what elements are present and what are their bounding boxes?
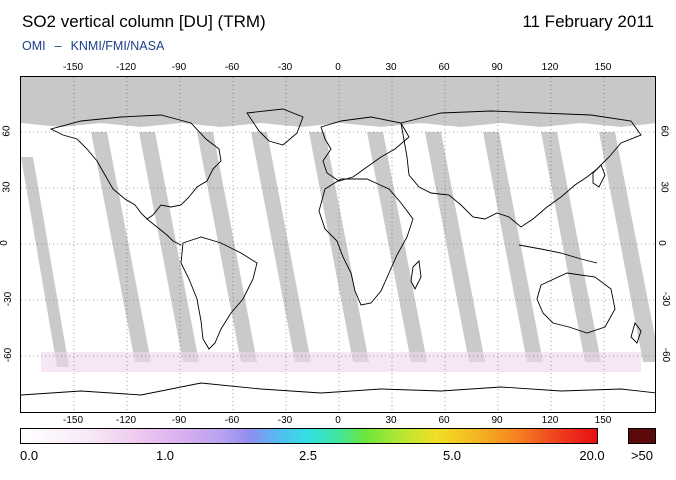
lat-tick-left: 60 bbox=[1, 125, 13, 137]
lon-tick-top: 60 bbox=[438, 62, 450, 73]
credit-agencies: KNMI/FMI/NASA bbox=[70, 39, 165, 53]
lat-tick-right: 0 bbox=[655, 240, 667, 246]
orbit-gap bbox=[541, 132, 601, 362]
lon-tick-top: -60 bbox=[224, 62, 240, 73]
map-title: SO2 vertical column [DU] (TRM) bbox=[22, 12, 266, 31]
orbit-gap bbox=[251, 132, 311, 362]
orbit-gap bbox=[21, 157, 69, 367]
colorbar-label: 20.0 bbox=[579, 448, 605, 463]
lon-tick-top: 120 bbox=[541, 62, 559, 73]
coast-new-zealand bbox=[630, 322, 642, 344]
lon-tick-bottom: -90 bbox=[171, 415, 187, 426]
lon-tick-bottom: 120 bbox=[541, 415, 559, 426]
coast-south-america bbox=[180, 236, 258, 350]
data-credit: OMI – KNMI/FMI/NASA bbox=[22, 39, 164, 53]
coast-central-america bbox=[146, 218, 182, 246]
lat-tick-left: 0 bbox=[0, 240, 10, 246]
orbit-gap bbox=[367, 132, 427, 362]
colorbar-overflow-label: >50 bbox=[630, 448, 654, 463]
so2-low-values bbox=[41, 352, 641, 372]
lon-tick-bottom: 90 bbox=[491, 415, 503, 426]
lat-tick-right: 60 bbox=[658, 125, 670, 137]
so2-map bbox=[20, 76, 656, 413]
orbit-gap bbox=[425, 132, 485, 362]
lon-tick-top: 150 bbox=[594, 62, 612, 73]
lat-tick-left: -30 bbox=[3, 291, 15, 307]
coast-africa bbox=[318, 178, 414, 306]
orbit-gap bbox=[599, 132, 655, 362]
noise-band bbox=[41, 352, 641, 372]
lat-tick-right: -30 bbox=[660, 291, 672, 307]
lon-tick-top: 90 bbox=[491, 62, 503, 73]
lon-tick-bottom: 60 bbox=[438, 415, 450, 426]
coast-antarctica bbox=[21, 382, 655, 396]
credit-instrument: OMI bbox=[22, 39, 46, 53]
lon-tick-bottom: -30 bbox=[277, 415, 293, 426]
lon-tick-top: -90 bbox=[171, 62, 187, 73]
colorbar-label: 5.0 bbox=[442, 448, 462, 463]
orbit-gap bbox=[91, 132, 151, 362]
lon-tick-bottom: -60 bbox=[224, 415, 240, 426]
colorbar-label: 0.0 bbox=[20, 448, 39, 463]
lat-tick-left: 30 bbox=[1, 181, 13, 193]
orbit-gap bbox=[197, 132, 257, 362]
lon-tick-bottom: -120 bbox=[115, 415, 137, 426]
lat-tick-right: 30 bbox=[658, 181, 670, 193]
coast-asia bbox=[400, 110, 642, 228]
coast-japan bbox=[592, 164, 606, 188]
lat-tick-right: -60 bbox=[660, 347, 672, 363]
colorbar-label: 1.0 bbox=[155, 448, 175, 463]
coast-greenland bbox=[246, 108, 304, 146]
coast-indonesia bbox=[518, 244, 598, 264]
lat-tick-left: -60 bbox=[3, 347, 15, 363]
coastlines bbox=[21, 108, 655, 396]
colorbar bbox=[20, 428, 598, 444]
lon-tick-bottom: 150 bbox=[594, 415, 612, 426]
no-data-north bbox=[21, 77, 655, 127]
lon-tick-top: 30 bbox=[385, 62, 397, 73]
graticule bbox=[21, 77, 655, 412]
lon-tick-top: 0 bbox=[335, 62, 341, 73]
lon-tick-top: -30 bbox=[277, 62, 293, 73]
lon-tick-top: -150 bbox=[62, 62, 84, 73]
coast-australia bbox=[536, 272, 616, 334]
lon-tick-top: -120 bbox=[115, 62, 137, 73]
world-map-svg bbox=[21, 77, 655, 412]
colorbar-label: 2.5 bbox=[298, 448, 318, 463]
orbit-gap bbox=[139, 132, 199, 362]
map-date: 11 February 2011 bbox=[522, 12, 654, 31]
lon-tick-bottom: 0 bbox=[335, 415, 341, 426]
coast-europe bbox=[320, 116, 410, 182]
coast-north-america bbox=[49, 114, 222, 220]
credit-separator: – bbox=[54, 39, 62, 53]
lon-tick-bottom: -150 bbox=[62, 415, 84, 426]
coast-madagascar bbox=[410, 260, 422, 291]
colorbar-overflow-swatch bbox=[628, 428, 656, 444]
lon-tick-bottom: 30 bbox=[385, 415, 397, 426]
orbit-gaps bbox=[21, 132, 655, 367]
